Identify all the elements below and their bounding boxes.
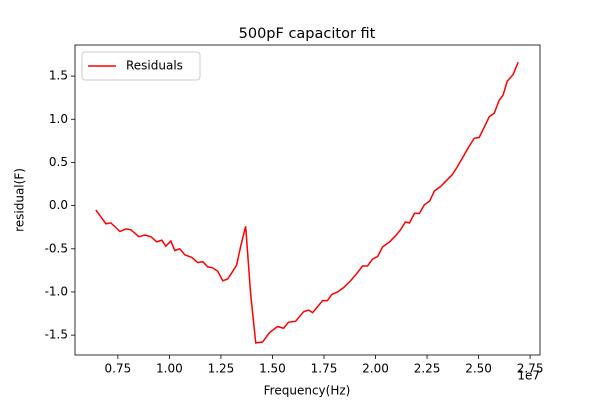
y-tick-label: 1.5 bbox=[49, 69, 68, 83]
y-tick-label: -0.5 bbox=[45, 241, 68, 255]
x-tick-label: 1.25 bbox=[208, 362, 235, 376]
x-axis-label: Frequency(Hz) bbox=[264, 384, 351, 398]
x-tick-label: 1.75 bbox=[311, 362, 338, 376]
y-tick-label: 0.0 bbox=[49, 198, 68, 212]
plot-frame bbox=[74, 44, 541, 356]
x-offset-label: 1e7 bbox=[517, 369, 540, 383]
x-tick-label: 2.25 bbox=[414, 362, 441, 376]
y-tick-label: -1.5 bbox=[45, 328, 68, 342]
y-axis-label: residual(F) bbox=[13, 168, 27, 232]
x-tick-label: 1.00 bbox=[156, 362, 183, 376]
chart-title: 500pF capacitor fit bbox=[239, 26, 376, 42]
x-tick-label: 2.50 bbox=[465, 362, 492, 376]
data-line bbox=[95, 61, 519, 344]
x-tick-label: 2.00 bbox=[362, 362, 389, 376]
legend-box bbox=[81, 51, 201, 81]
x-tick-label: 0.75 bbox=[105, 362, 132, 376]
y-tick-label: 0.5 bbox=[49, 155, 68, 169]
y-tick-label: 1.0 bbox=[49, 112, 68, 126]
x-tick-label: 2.75 bbox=[517, 362, 544, 376]
legend-label: Residuals bbox=[126, 59, 183, 73]
y-tick-label: -1.0 bbox=[45, 284, 68, 298]
x-tick-label: 1.50 bbox=[259, 362, 286, 376]
